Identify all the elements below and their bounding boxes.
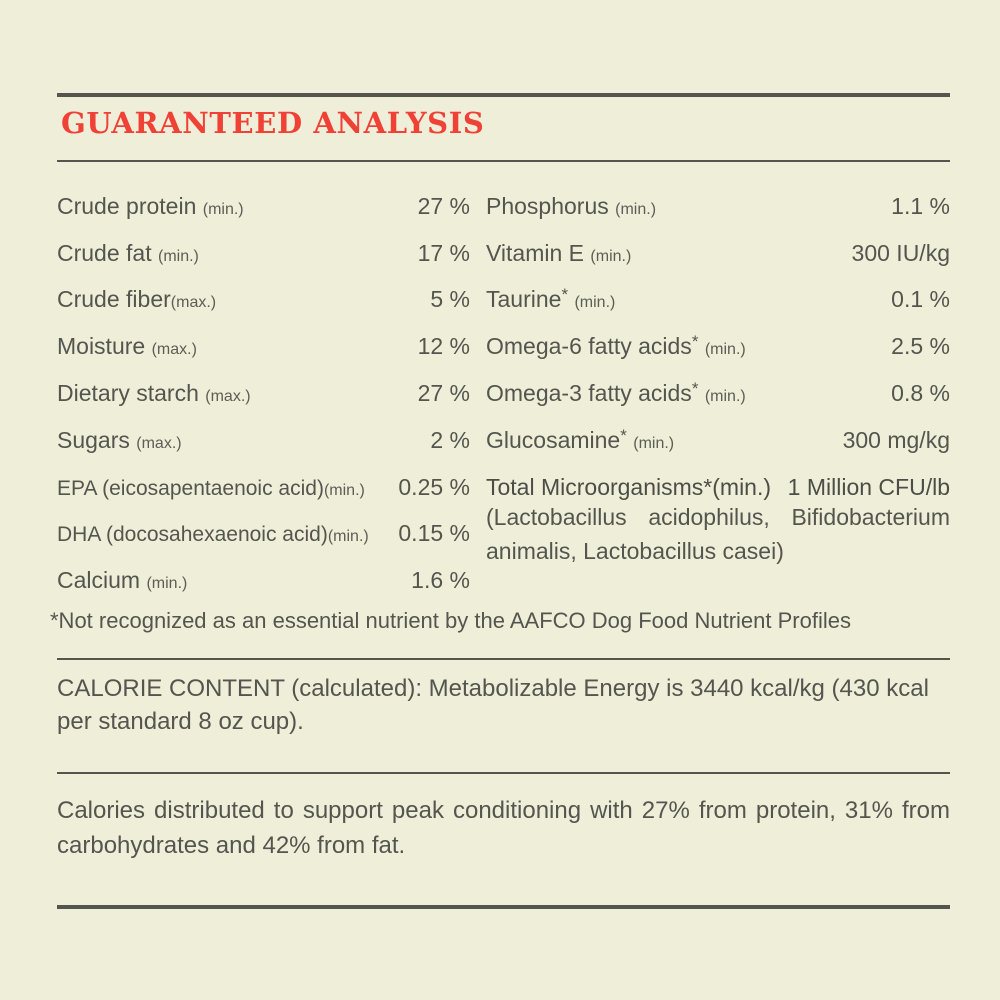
nutrient-row: Calcium (min.) 1.6 % (57, 552, 470, 599)
nutrient-name: Glucosamine* (min.) (486, 425, 675, 453)
nutrient-name: Total Microorganisms*(min.) (486, 473, 772, 500)
calorie-content-text: CALORIE CONTENT (calculated): Metaboliza… (57, 675, 929, 735)
nutrient-row: Omega-6 fatty acids* (min.) 2.5 % (486, 318, 950, 365)
nutrient-row: Sugars (max.) 2 % (57, 412, 470, 459)
nutrient-name: Sugars (max.) (57, 426, 182, 453)
divider-bottom (57, 905, 950, 909)
nutrient-name: Calcium (min.) (57, 567, 188, 594)
nutrient-value: 17 % (417, 239, 470, 266)
nutrient-row: Crude fat (min.) 17 % (57, 225, 470, 272)
nutrient-column-left: Crude protein (min.) 27 % Crude fat (min… (57, 178, 470, 599)
nutrient-value: 2.5 % (891, 333, 950, 360)
nutrient-name: Crude protein (min.) (57, 192, 244, 219)
nutrient-row: Omega-3 fatty acids* (min.) 0.8 % (486, 365, 950, 412)
divider-above-calories (57, 658, 950, 660)
divider-under-title (57, 160, 950, 162)
nutrient-value: 1 Million CFU/lb (787, 473, 950, 500)
nutrient-row: Total Microorganisms*(min.) 1 Million CF… (486, 459, 950, 506)
nutrient-name: Crude fat (min.) (57, 239, 199, 266)
nutrient-value: 2 % (430, 426, 470, 453)
nutrient-value: 0.1 % (891, 286, 950, 313)
nutrient-name: Omega-3 fatty acids* (min.) (486, 378, 746, 406)
nutrient-row: Glucosamine* (min.) 300 mg/kg (486, 412, 950, 459)
calories-distributed-text: Calories distributed to support peak con… (57, 797, 950, 859)
microorganism-species-list: (Lactobacillus acidophilus, Bifidobacter… (486, 503, 950, 564)
nutrient-value: 27 % (417, 379, 470, 406)
divider-top (57, 93, 950, 97)
footnote-text: *Not recognized as an essential nutrient… (50, 608, 851, 633)
nutrient-row: Vitamin E (min.) 300 IU/kg (486, 225, 950, 272)
nutrient-name: Moisture (max.) (57, 333, 197, 360)
nutrient-value: 0.25 % (398, 473, 470, 500)
nutrient-value: 12 % (417, 333, 470, 360)
nutrient-column-right: Phosphorus (min.) 1.1 % Vitamin E (min.)… (486, 178, 950, 568)
nutrient-row: Crude protein (min.) 27 % (57, 178, 470, 225)
nutrient-value: 1.1 % (891, 192, 950, 219)
nutrient-value: 5 % (430, 286, 470, 313)
nutrient-value: 300 mg/kg (842, 426, 950, 453)
page-title: GUARANTEED ANALYSIS (61, 106, 485, 140)
nutrient-row: DHA (docosahexaenoic acid)(min.) 0.15 % (57, 506, 470, 553)
divider-above-distribution (57, 772, 950, 774)
nutrient-value: 300 IU/kg (851, 239, 950, 266)
nutrient-row: EPA (eicosapentaenoic acid)(min.) 0.25 % (57, 459, 470, 506)
footnote-asterisk: * (703, 473, 713, 500)
guaranteed-analysis-label: GUARANTEED ANALYSIS Crude protein (min.)… (50, 0, 950, 1000)
nutrient-name: Dietary starch (max.) (57, 379, 251, 406)
nutrient-value: 0.8 % (891, 379, 950, 406)
nutrient-row: Taurine* (min.) 0.1 % (486, 272, 950, 319)
nutrient-name: DHA (docosahexaenoic acid)(min.) (57, 523, 369, 547)
nutrient-name: EPA (eicosapentaenoic acid)(min.) (57, 476, 365, 500)
footnote-asterisk: * (561, 285, 569, 305)
nutrient-name: Vitamin E (min.) (486, 239, 632, 266)
nutrient-row: Crude fiber(max.) 5 % (57, 272, 470, 319)
nutrient-value: 27 % (417, 192, 470, 219)
footnote-asterisk: * (691, 378, 699, 398)
nutrient-row: Dietary starch (max.) 27 % (57, 365, 470, 412)
total-microorganisms-block: Total Microorganisms*(min.) 1 Million CF… (486, 459, 950, 568)
nutrient-value: 1.6 % (411, 567, 470, 594)
nutrient-name: Crude fiber(max.) (57, 286, 217, 313)
nutrient-row: Phosphorus (min.) 1.1 % (486, 178, 950, 225)
nutrient-name: Phosphorus (min.) (486, 192, 657, 219)
footnote-asterisk: * (620, 425, 627, 445)
nutrient-name: Taurine* (min.) (486, 285, 616, 313)
footnote-asterisk: * (691, 332, 699, 352)
nutrient-row: Moisture (max.) 12 % (57, 318, 470, 365)
nutrient-name: Omega-6 fatty acids* (min.) (486, 332, 746, 360)
nutrient-value: 0.15 % (398, 520, 470, 547)
